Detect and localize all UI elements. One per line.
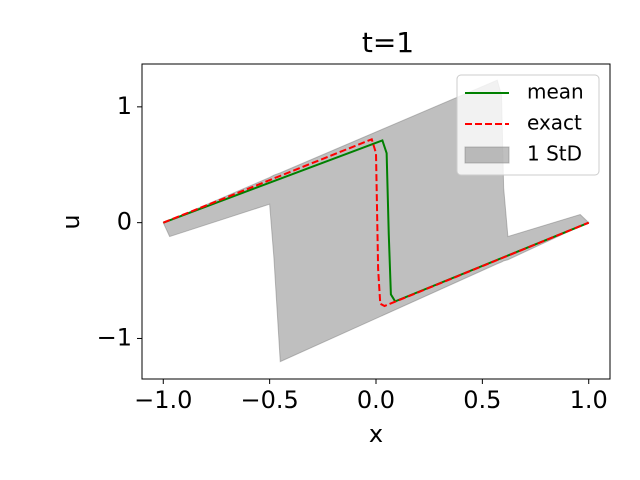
y-tick-label: −1 — [97, 323, 132, 351]
legend-label: exact — [527, 111, 582, 135]
y-tick-label: 1 — [117, 92, 132, 120]
chart-title: t=1 — [362, 26, 414, 59]
legend-label: 1 StD — [527, 142, 582, 166]
y-axis-label: u — [57, 214, 85, 229]
x-tick-label: −1.0 — [134, 386, 192, 414]
legend-swatch — [464, 146, 510, 164]
y-tick-label: 0 — [117, 208, 132, 236]
legend-label: mean — [527, 80, 584, 104]
x-axis-label: x — [369, 420, 383, 448]
x-tick-label: 0.5 — [463, 386, 501, 414]
line — [162, 137, 590, 308]
x-tick-label: 1.0 — [570, 386, 608, 414]
x-tick-label: −0.5 — [240, 386, 298, 414]
x-tick-label: 0.0 — [357, 386, 395, 414]
